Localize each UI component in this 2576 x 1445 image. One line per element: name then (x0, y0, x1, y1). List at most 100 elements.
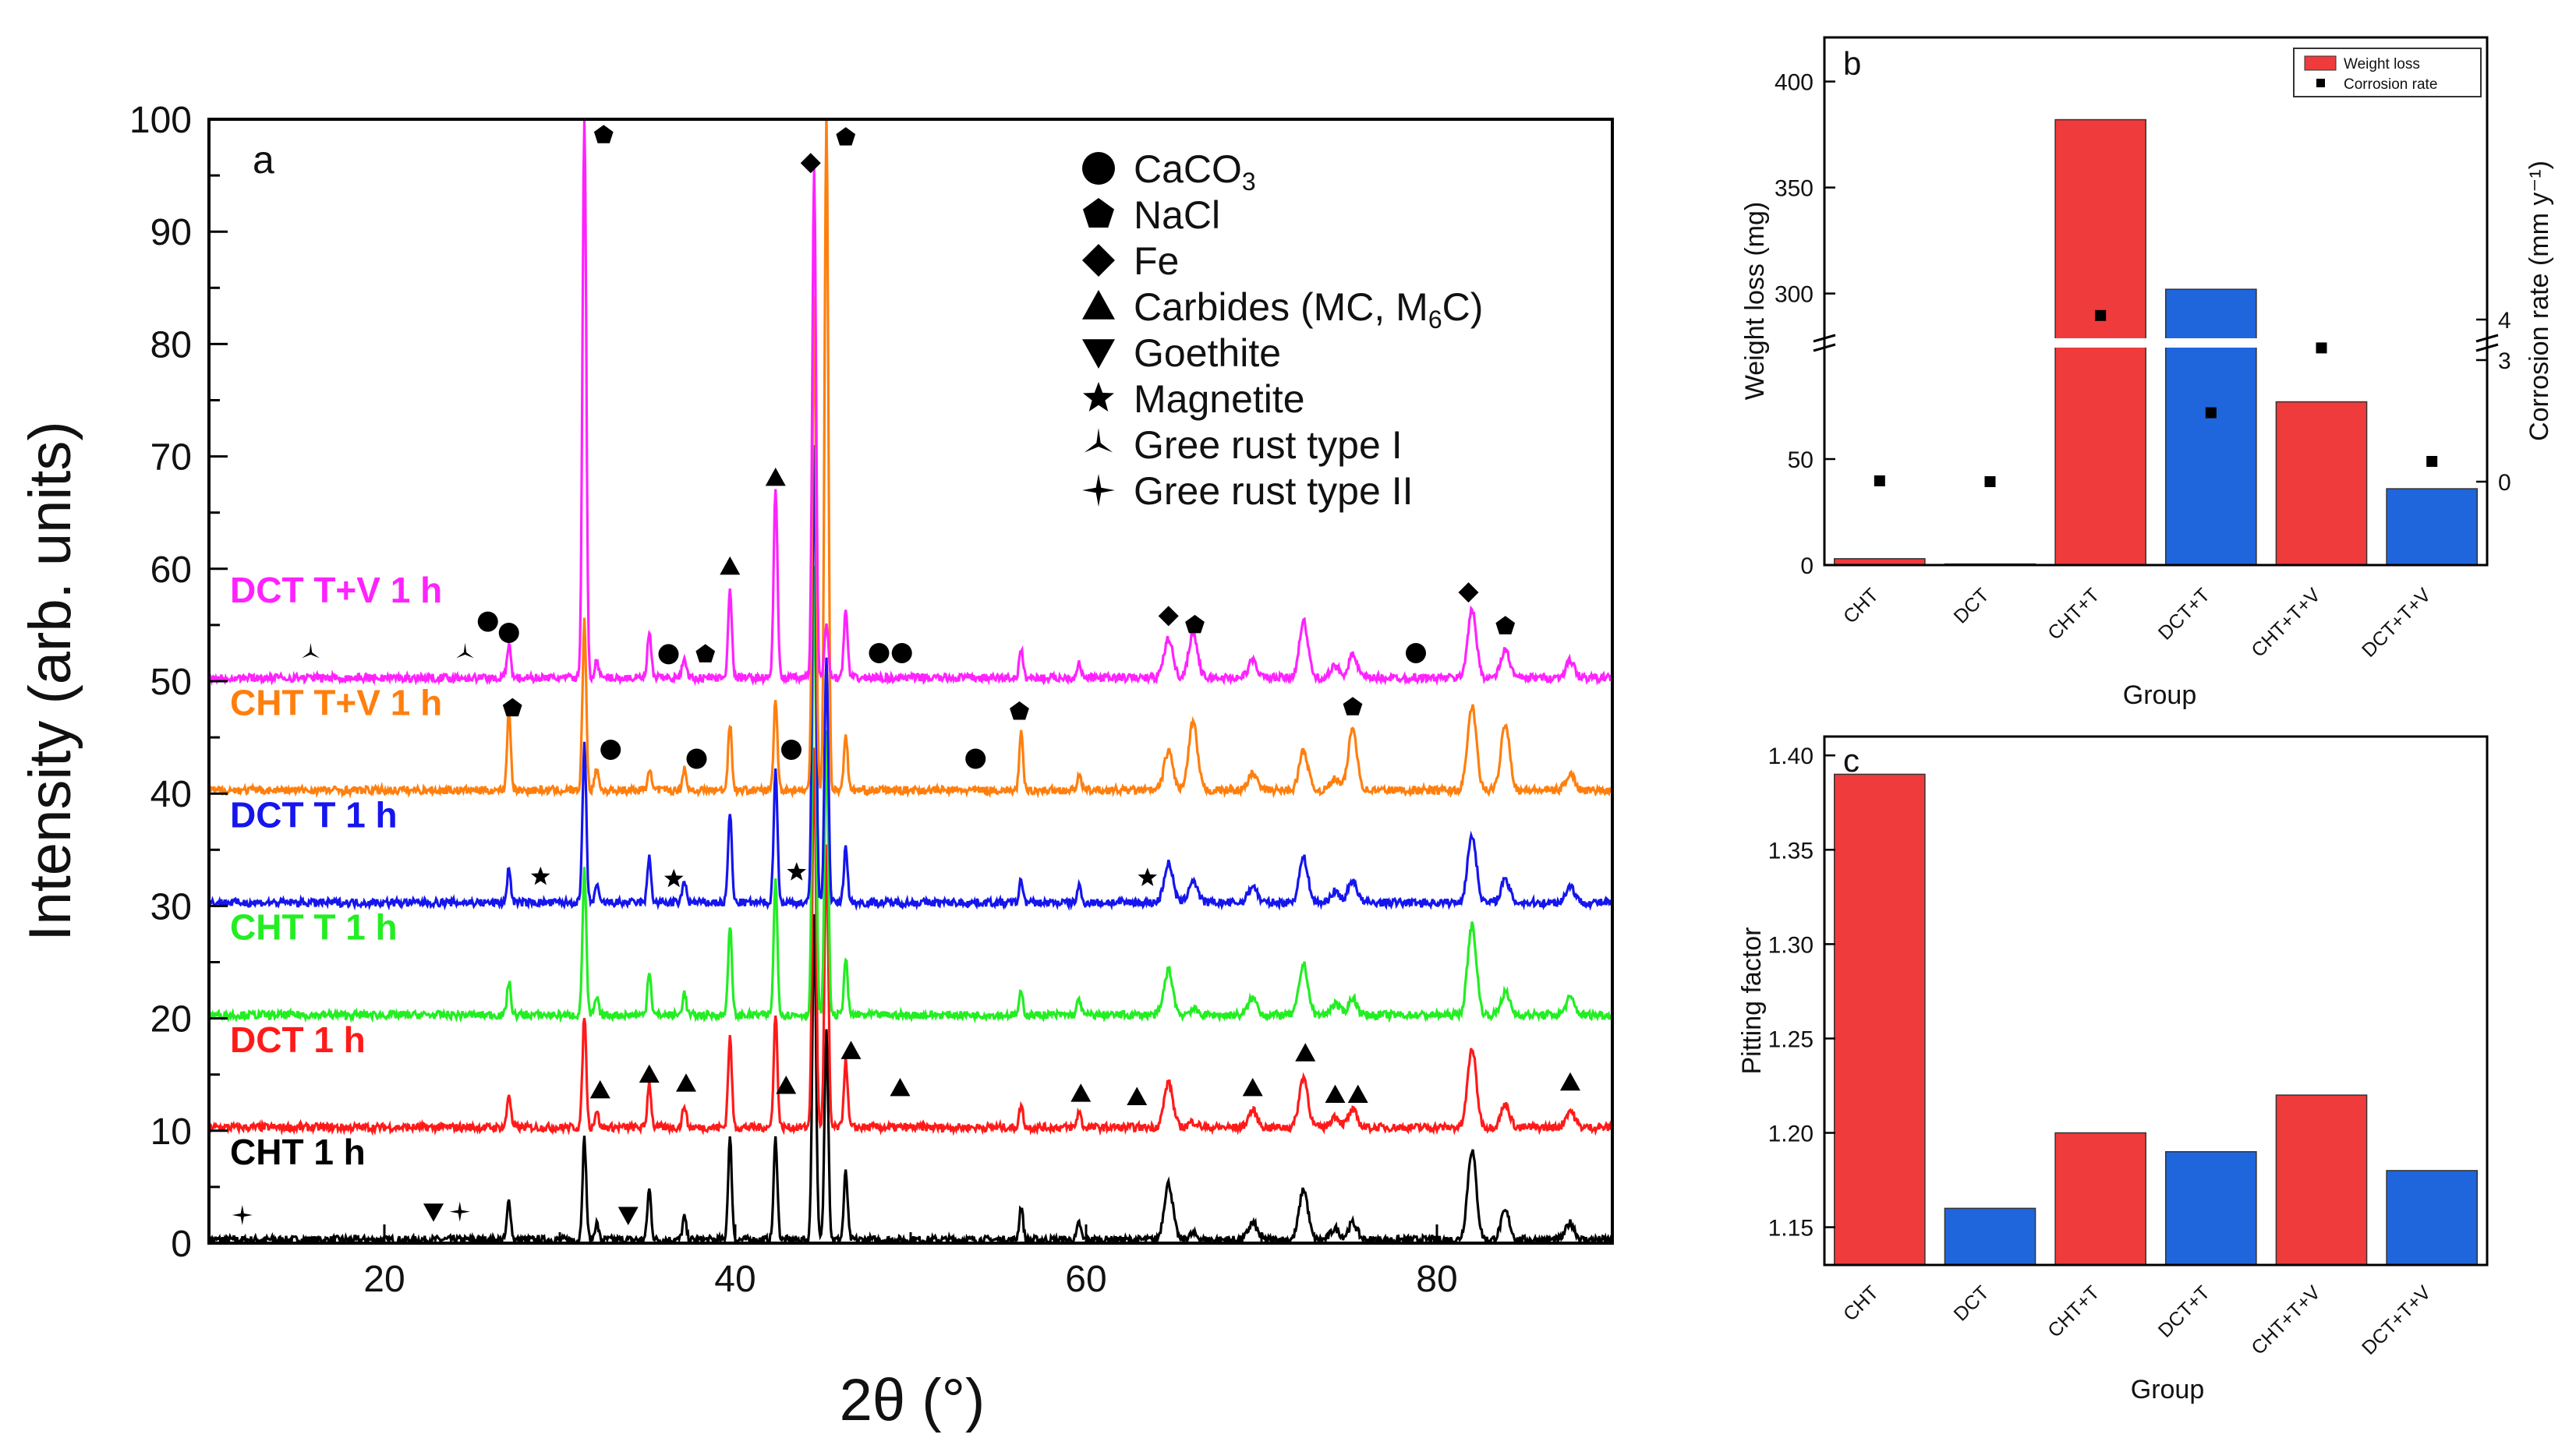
panel-c-label: c (1843, 742, 1859, 779)
category-label: CHT (1839, 584, 1883, 627)
xrd-axes: 20 40 60 80 0 10 20 30 40 50 60 70 80 90 100 (129, 100, 1614, 1300)
y-tick-label: 80 (150, 324, 192, 366)
xrd-traces (209, 119, 1612, 1243)
legend-swatch-weight-loss (2304, 55, 2337, 71)
category-label: DCT+T+V (2358, 584, 2436, 662)
panel-b-label: b (1843, 45, 1861, 82)
corrosion-rate-point (1874, 475, 1885, 486)
phase-marker-triangle-up (720, 556, 741, 575)
phase-marker-triangle-up (1325, 1084, 1346, 1104)
x-tick-label: 40 (714, 1259, 755, 1300)
weight-loss-bar (2165, 288, 2257, 566)
phase-marker-star (787, 862, 807, 881)
legend-entry: Magnetite (1134, 377, 1305, 421)
weight-loss-bar (2275, 401, 2368, 566)
phase-marker-star (663, 868, 684, 888)
x-tick-label: 20 (363, 1259, 405, 1300)
corrosion-rate-point (2205, 407, 2217, 419)
phase-marker-triangle-up (1560, 1072, 1580, 1091)
pitting-factor-plot-frame (1823, 735, 2489, 1267)
weight-loss-x-axis-title: Group (2123, 680, 2197, 710)
xrd-trace (209, 119, 1612, 687)
phase-marker-diamond (1158, 606, 1179, 627)
phase-marker-triangle-up (776, 1076, 797, 1094)
legend-swatch-corrosion-rate (2316, 79, 2325, 87)
y-tick-label: 20 (150, 999, 192, 1040)
phase-marker-circle (1406, 642, 1426, 663)
category-label: CHT+T+V (2247, 584, 2325, 662)
xrd-trace (209, 914, 1612, 1243)
phase-marker-diamond (1082, 244, 1115, 277)
y-tick-label: 1.35 (1768, 838, 1813, 864)
category-label: DCT+T (2154, 584, 2214, 644)
series-label: CHT T 1 h (230, 907, 398, 948)
corrosion-rate-point (2316, 342, 2327, 354)
category-label: DCT+T (2154, 1281, 2214, 1341)
phase-marker-pentagon (1343, 697, 1363, 715)
phase-marker-pentagon (593, 125, 614, 143)
series-label: DCT 1 h (230, 1019, 366, 1060)
y2-tick-label: 4 (2498, 308, 2511, 334)
phase-marker-triangle-up (676, 1073, 696, 1092)
phase-markers (232, 125, 1580, 1225)
xrd-trace (209, 747, 1612, 1136)
corrosion-rate-axis-title: Corrosion rate (mm y⁻¹) (2525, 161, 2554, 441)
phase-marker-triangle-up (589, 1079, 610, 1099)
phase-marker-cross-star (232, 1205, 253, 1225)
phase-marker-circle (869, 642, 890, 663)
phase-marker-tri-star (456, 642, 474, 659)
corrosion-rate-points (1874, 309, 2438, 487)
series-labels: CHT 1 h DCT 1 h CHT T 1 h DCT T 1 h CHT T+V … (230, 570, 442, 1172)
phase-marker-pentagon (1010, 701, 1029, 720)
y-tick-label: 1.30 (1768, 932, 1813, 958)
category-label: CHT+T (2043, 584, 2104, 644)
xrd-trace (209, 444, 1612, 912)
phase-marker-triangle-up (1242, 1078, 1263, 1097)
series-label: CHT T+V 1 h (230, 682, 442, 722)
y2-tick-label: 0 (2498, 470, 2511, 496)
pitting-factor-bar (1834, 773, 1926, 1266)
y-tick-label: 30 (150, 886, 192, 927)
y-tick-label: 0 (171, 1224, 192, 1265)
pitting-factor-bar (1944, 1207, 2036, 1266)
category-label: CHT (1839, 1281, 1883, 1325)
phase-marker-triangle-up (639, 1064, 660, 1083)
series-label: CHT 1 h (230, 1132, 366, 1172)
pitting-factor-bar (2275, 1094, 2368, 1266)
phase-marker-diamond (1458, 582, 1479, 603)
y-tick-label: 70 (150, 437, 192, 479)
category-label: DCT (1950, 584, 1994, 627)
pitting-factor-bar (2054, 1132, 2146, 1266)
phase-marker-tri-star (1084, 428, 1113, 453)
y-tick-label: 1.20 (1768, 1122, 1813, 1147)
weight-loss-y-axis-title: Weight loss (mg) (1740, 202, 1770, 400)
legend-label-corrosion-rate: Corrosion rate (2344, 76, 2437, 93)
xrd-trace (209, 565, 1612, 1024)
y-tick-label: 100 (129, 100, 192, 141)
phase-marker-triangle-up (1295, 1043, 1316, 1062)
phase-marker-pentagon (1185, 614, 1205, 634)
phase-marker-star (1138, 867, 1158, 886)
y-tick-label: 1.15 (1768, 1216, 1813, 1242)
phase-marker-circle (965, 748, 986, 769)
corrosion-rate-point (2426, 456, 2438, 467)
weight-loss-legend: Weight loss Corrosion rate (2293, 48, 2482, 97)
y-tick-label: 50 (1788, 447, 1813, 473)
x-tick-label: 80 (1416, 1259, 1457, 1300)
pitting-factor-panel: CHT DCT CHT+T DCT+T CHT+T+V DCT+T+V 1.15 1.20 1.… (1737, 735, 2489, 1404)
legend-entry: Gree rust type I (1134, 423, 1403, 467)
y-tick-label: 0 (1800, 553, 1813, 579)
pitting-factor-bar (2386, 1170, 2478, 1266)
weight-loss-bar (2386, 488, 2478, 566)
pitting-factor-bars (1834, 773, 2478, 1266)
y2-tick-label: 3 (2498, 348, 2511, 374)
weight-loss-bars (1826, 118, 2486, 566)
phase-marker-pentagon (836, 127, 856, 146)
phase-marker-triangle-up (890, 1078, 911, 1097)
phase-marker-circle (891, 642, 912, 663)
x-tick-label: 60 (1065, 1259, 1106, 1300)
xrd-trace (209, 119, 1612, 799)
legend-label-weight-loss: Weight loss (2344, 56, 2420, 72)
y-tick-label: 1.25 (1768, 1026, 1813, 1052)
